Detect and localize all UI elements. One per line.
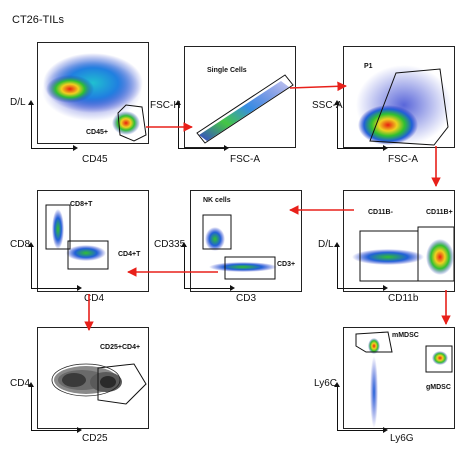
gate-label-cd3pos: CD3+ — [277, 261, 296, 268]
density-cd11b — [352, 226, 454, 282]
y-axis-tcells — [31, 246, 32, 288]
ylabel-tcells: CD8 — [10, 239, 31, 250]
plot-p1: P1 — [343, 46, 455, 148]
xlabel-p1: FSC-A — [388, 154, 418, 165]
plot-singlets: Single Cells — [184, 46, 296, 148]
ylabel-treg: CD4 — [10, 378, 31, 389]
y-axis-mdsc — [337, 386, 338, 430]
plot-cd45: CD45+ — [37, 42, 149, 144]
xlabel-cd11b: CD11b — [388, 293, 419, 304]
x-axis-cd11b — [337, 288, 383, 289]
x-axis-mdsc — [337, 430, 383, 431]
xlabel-nk: CD3 — [236, 293, 257, 304]
x-axis-p1 — [337, 148, 383, 149]
y-axis-cd45 — [31, 104, 32, 148]
xlabel-treg: CD25 — [82, 433, 108, 444]
gate-label-cd11b-pos: CD11B+ — [426, 209, 453, 216]
xlabel-cd45: CD45 — [82, 154, 108, 165]
figure-title: CT26-TILs — [12, 14, 64, 26]
ylabel-nk: CD335 — [154, 239, 186, 250]
plot-nk: NK cells CD3+ — [190, 190, 302, 292]
y-axis-nk — [184, 246, 185, 288]
y-axis-treg — [31, 386, 32, 430]
y-axis-cd11b — [337, 246, 338, 288]
density-tcells — [45, 204, 109, 270]
xlabel-singlets: FSC-A — [230, 154, 260, 165]
plot-treg: CD25+CD4+ — [37, 327, 149, 429]
density-nk — [202, 214, 277, 280]
arrow-singlets-to-p1 — [289, 81, 347, 92]
density-cd45 — [42, 53, 147, 142]
ylabel-singlets: FSC-H — [150, 100, 181, 111]
ylabel-cd45: D/L — [10, 97, 26, 108]
gate-label-mmdsc: mMDSC — [392, 332, 419, 339]
xlabel-mdsc: Ly6G — [390, 433, 414, 444]
x-axis-tcells — [31, 288, 77, 289]
y-axis-p1 — [337, 104, 338, 148]
gate-label-gmdsc: gMDSC — [426, 384, 451, 391]
ylabel-cd11b: D/L — [318, 239, 334, 250]
density-p1 — [356, 65, 452, 146]
gate-label-treg: CD25+CD4+ — [100, 344, 141, 351]
gate-label-cd8t: CD8+T — [70, 201, 93, 208]
plot-mdsc: mMDSC gMDSC — [343, 327, 455, 429]
x-axis-cd45 — [31, 148, 73, 149]
plot-tcells: CD8+T CD4+T — [37, 190, 149, 292]
gate-label-p1: P1 — [364, 63, 373, 70]
gate-label-nk: NK cells — [203, 197, 231, 204]
xlabel-tcells: CD4 — [84, 293, 105, 304]
gate-label-cd4t: CD4+T — [118, 251, 141, 258]
plot-cd11b: CD11B- CD11B+ — [343, 190, 455, 292]
contour-treg — [51, 363, 147, 405]
ylabel-mdsc: Ly6C — [314, 378, 337, 389]
y-axis-singlets — [178, 104, 179, 148]
gate-label-cd45pos: CD45+ — [86, 129, 108, 136]
x-axis-nk — [184, 288, 230, 289]
ylabel-p1: SSC-A — [312, 100, 343, 111]
density-mdsc — [355, 331, 453, 428]
gate-label-single: Single Cells — [207, 67, 247, 74]
density-singlets — [196, 74, 294, 144]
gate-label-cd11b-neg: CD11B- — [368, 209, 393, 216]
x-axis-singlets — [178, 148, 224, 149]
x-axis-treg — [31, 430, 77, 431]
